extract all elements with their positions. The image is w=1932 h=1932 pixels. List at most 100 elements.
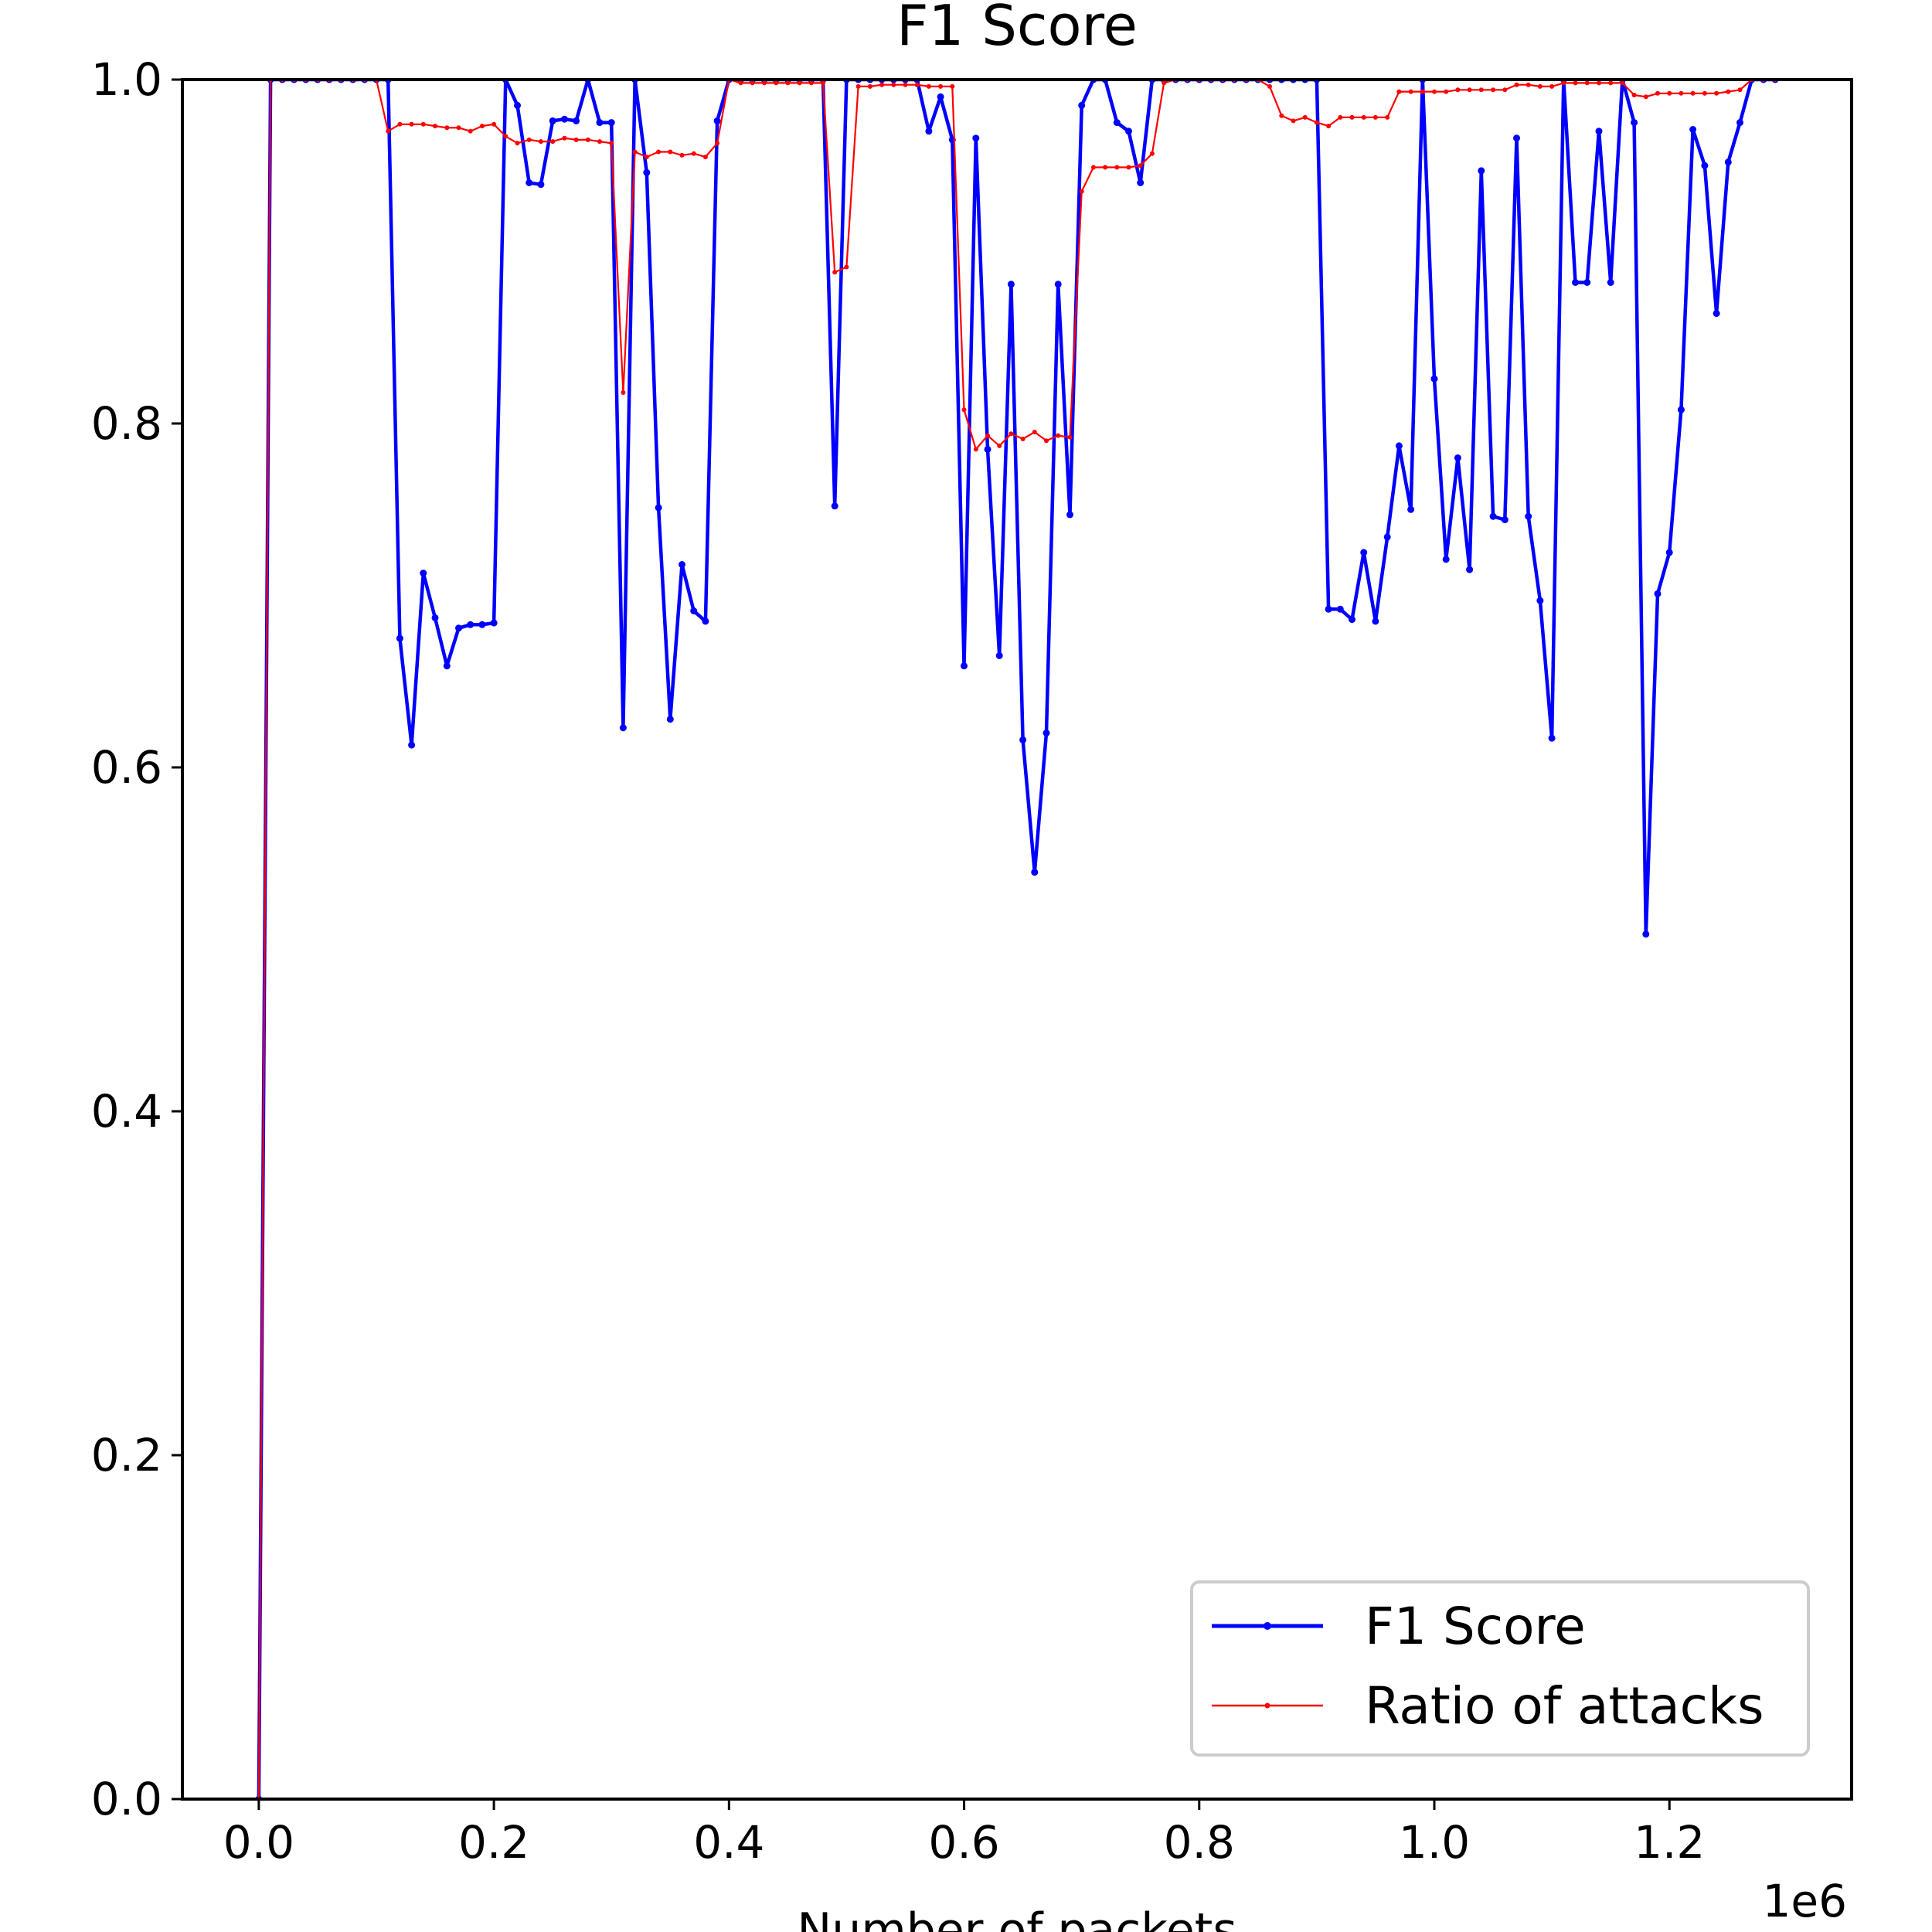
legend-f1-label: F1 Score (1365, 1597, 1586, 1656)
x-axis-label: Number of packets (797, 1903, 1236, 1932)
ratio-of-attacks-point (785, 80, 791, 86)
ratio-of-attacks-point (679, 152, 685, 158)
ratio-of-attacks-point (1514, 82, 1519, 87)
ratio-of-attacks-point (503, 134, 509, 139)
series-layer (255, 80, 1779, 1799)
ratio-of-attacks-point (573, 137, 579, 142)
ratio-of-attacks-point (1361, 114, 1366, 120)
x-axis-ticks: 0.0 0.2 0.4 0.6 0.8 1.0 1.2 (223, 1799, 1705, 1869)
f1-score-point (1113, 119, 1121, 127)
f1-score-point (526, 179, 533, 186)
f1-score-point (1430, 375, 1438, 383)
ratio-of-attacks-point (562, 135, 567, 141)
x-tick-label: 1.0 (1399, 1816, 1470, 1869)
ratio-of-attacks-point (950, 83, 955, 89)
ratio-of-attacks-point (1067, 434, 1073, 440)
ratio-of-attacks-point (844, 264, 849, 270)
ratio-of-attacks-point (632, 149, 638, 155)
ratio-of-attacks-point (1549, 83, 1555, 89)
legend-box (1190, 1580, 1810, 1757)
ratio-of-attacks-point (938, 83, 944, 89)
ratio-of-attacks-point (1079, 189, 1084, 194)
ratio-of-attacks-point (1338, 114, 1343, 120)
x-tick-label: 0.0 (223, 1816, 294, 1869)
f1-score-point (702, 617, 709, 625)
ratio-of-attacks-point (1032, 430, 1037, 435)
f1-score-point (1724, 158, 1732, 166)
x-tick-label: 0.2 (458, 1816, 529, 1869)
plot-frame (181, 78, 1853, 1801)
ratio-of-attacks-point (1537, 83, 1543, 89)
ratio-of-attacks-point (1679, 90, 1684, 96)
ratio-of-attacks-point (456, 125, 461, 131)
ratio-of-attacks-point (1396, 89, 1402, 94)
f1-score-point (596, 119, 604, 127)
ratio-of-attacks-point (1090, 165, 1096, 170)
ratio-of-attacks-point (597, 139, 602, 145)
ratio-of-attacks-point (1702, 90, 1707, 96)
f1-score-point (690, 607, 698, 614)
ratio-of-attacks-point (468, 128, 473, 134)
chart-title: F1 Score (896, 0, 1138, 58)
f1-score-point (831, 502, 838, 510)
ratio-of-attacks-point (1279, 113, 1284, 118)
f1-score-point (455, 624, 462, 632)
plot-area (255, 80, 1779, 1799)
legend-f1-marker (1264, 1622, 1271, 1630)
f1-score-point (573, 117, 580, 124)
ratio-of-attacks-point (961, 407, 967, 413)
ratio-of-attacks-point (515, 141, 520, 146)
ratio-of-attacks-point (1526, 82, 1531, 87)
ratio-of-attacks-point (1126, 165, 1131, 170)
ratio-of-attacks-point (397, 121, 403, 127)
f1-score-point (1466, 566, 1474, 573)
f1-score-point (408, 741, 416, 749)
f1-score-point (1383, 533, 1391, 541)
ratio-of-attacks-point (762, 80, 767, 86)
f1-score-point (1454, 454, 1461, 461)
ratio-of-attacks-point (797, 80, 802, 86)
ratio-of-attacks-point (985, 433, 990, 438)
ratio-of-attacks-point (879, 82, 885, 87)
x-axis-offset-label: 1e6 (1763, 1875, 1848, 1927)
ratio-of-attacks-point (750, 80, 755, 86)
ratio-of-attacks-point (550, 139, 556, 145)
f1-score-point (1689, 126, 1697, 133)
ratio-of-attacks-point (1408, 89, 1413, 94)
ratio-of-attacks-point (1467, 87, 1472, 93)
ratio-of-attacks-point (1149, 151, 1155, 156)
ratio-of-attacks-line (257, 80, 1776, 1799)
f1-score-point (1031, 869, 1039, 876)
ratio-of-attacks-point (609, 141, 614, 146)
f1-score-point (1501, 516, 1509, 524)
f1-score-point (1525, 512, 1532, 520)
y-tick-label: 0.8 (91, 397, 162, 450)
ratio-of-attacks-point (973, 447, 978, 452)
ratio-of-attacks-point (1620, 80, 1625, 86)
f1-score-point (1125, 128, 1132, 135)
f1-score-point (643, 168, 651, 176)
ratio-of-attacks-point (420, 121, 426, 127)
f1-score-point (514, 101, 521, 109)
ratio-of-attacks-point (1491, 87, 1496, 93)
y-axis-ticks: 0.0 0.2 0.4 0.6 0.8 1.0 (91, 53, 182, 1825)
ratio-of-attacks-point (479, 124, 485, 129)
f1-score-point (1665, 549, 1673, 556)
ratio-of-attacks-point (1573, 80, 1578, 86)
f1-score-point (1607, 279, 1614, 286)
f1-score-point (1137, 179, 1145, 186)
f1-score-point (1007, 281, 1015, 288)
ratio-of-attacks-point (691, 151, 696, 156)
f1-score-point (1677, 406, 1685, 413)
ratio-of-attacks-point (702, 155, 708, 160)
y-tick-label: 1.0 (91, 53, 162, 106)
f1-score-point (1395, 442, 1403, 450)
ratio-of-attacks-point (914, 82, 920, 87)
ratio-of-attacks-point (492, 121, 497, 127)
f1-score-point (1066, 511, 1073, 519)
f1-score-point (1078, 101, 1086, 109)
f1-score-point (1336, 605, 1344, 613)
ratio-of-attacks-point (668, 149, 673, 155)
ratio-of-attacks-point (1726, 89, 1731, 94)
ratio-of-attacks-point (1655, 90, 1660, 96)
